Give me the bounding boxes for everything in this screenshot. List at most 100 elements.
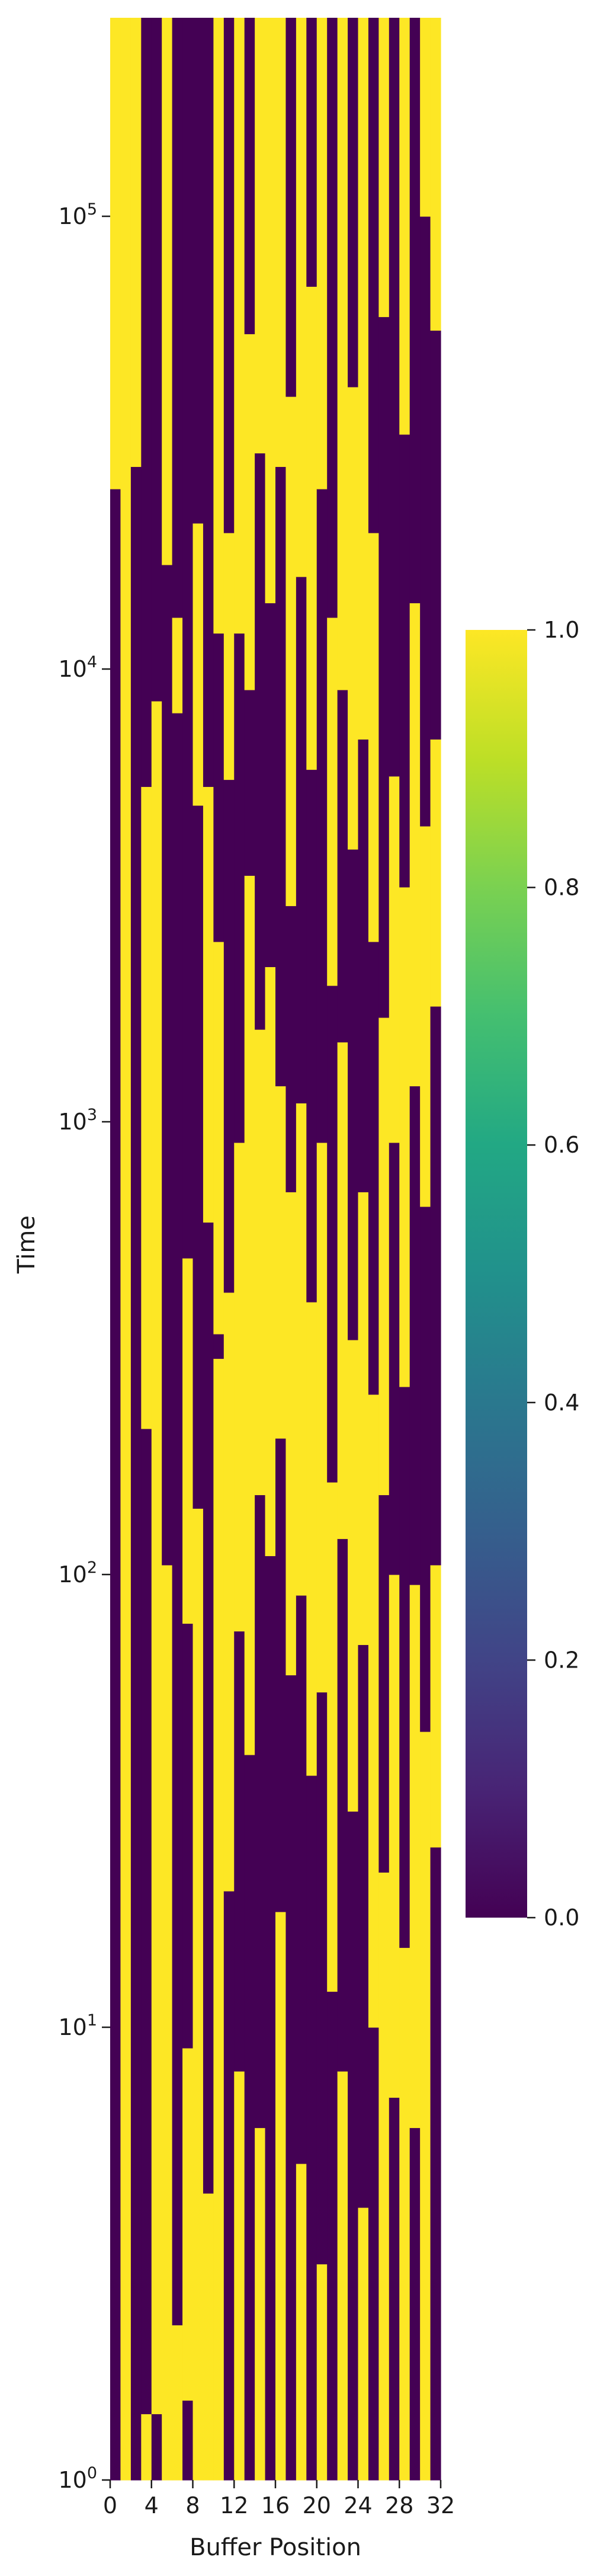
heatmap-cell-run bbox=[285, 396, 297, 907]
heatmap-cell-run bbox=[348, 1811, 359, 2481]
heatmap-cell-run bbox=[389, 18, 400, 777]
x-tick-label: 24 bbox=[344, 2492, 372, 2519]
heatmap-cell-run bbox=[255, 1495, 266, 2129]
heatmap-cell-run bbox=[172, 713, 183, 2325]
heatmap-cell-run bbox=[430, 18, 441, 331]
heatmap-cell-run bbox=[348, 1339, 359, 1812]
heatmap-cell-run bbox=[306, 769, 317, 1303]
heatmap-cell-run bbox=[255, 18, 266, 454]
heatmap-cell-run bbox=[306, 286, 317, 770]
y-axis: 100 101 102 103 104 105 bbox=[58, 200, 110, 2493]
heatmap-cell-run bbox=[275, 1911, 287, 2481]
heatmap-cell-run bbox=[389, 1142, 400, 1575]
heatmap-cell-run bbox=[378, 1495, 390, 1873]
heatmap-cell-run bbox=[182, 1257, 194, 1624]
heatmap-cell-run bbox=[172, 617, 183, 713]
heatmap-cell-run bbox=[358, 18, 369, 740]
heatmap-cell-run bbox=[409, 2127, 421, 2481]
heatmap-cell-run bbox=[306, 1775, 317, 2481]
heatmap-cell-run bbox=[203, 1222, 214, 2194]
heatmap-cell-run bbox=[141, 786, 152, 1429]
heatmap-cell-run bbox=[409, 18, 421, 603]
heatmap-cell-run bbox=[255, 1029, 266, 1496]
y-tick-label: 102 bbox=[58, 1559, 97, 1588]
heatmap-cell-run bbox=[399, 1947, 410, 2481]
heatmap-cell-run bbox=[285, 18, 297, 397]
heatmap-cell-run bbox=[213, 18, 224, 634]
x-axis: 0 4 8 12 16 20 24 28 32 bbox=[103, 2480, 455, 2519]
heatmap-cell-run bbox=[141, 2414, 152, 2481]
x-axis-label: Buffer Position bbox=[190, 2534, 361, 2561]
heatmap-cell-run bbox=[234, 18, 245, 634]
heatmap-cell-run bbox=[244, 334, 255, 690]
heatmap-cell-run bbox=[358, 739, 369, 1192]
y-tick-label: 104 bbox=[58, 653, 97, 682]
heatmap-cell-run bbox=[192, 805, 204, 1509]
heatmap-cell-run bbox=[337, 1538, 348, 2072]
y-tick-label: 103 bbox=[58, 1106, 97, 1135]
heatmap-cell-run bbox=[192, 523, 204, 806]
colorbar bbox=[466, 630, 527, 1918]
y-tick-label: 105 bbox=[58, 200, 97, 229]
heatmap-cell-run bbox=[141, 18, 152, 787]
x-tick-label: 8 bbox=[185, 2492, 200, 2519]
heatmap-cell-run bbox=[337, 1042, 348, 1540]
y-axis-label: Time bbox=[13, 1215, 40, 1274]
heatmap-cell-run bbox=[182, 18, 194, 1259]
heatmap-cell-run bbox=[378, 1872, 390, 2481]
heatmap-cell-run bbox=[409, 603, 421, 1087]
heatmap-cell-run bbox=[316, 488, 328, 1143]
heatmap-cell-run bbox=[430, 1006, 441, 1566]
heatmap-cell-run bbox=[368, 2027, 379, 2481]
heatmap-cell-run bbox=[203, 786, 214, 1223]
heatmap-cell-run bbox=[110, 488, 121, 2481]
heatmap-cell-run bbox=[389, 776, 400, 1143]
heatmap-cell-run bbox=[420, 18, 431, 217]
heatmap-cell-run bbox=[348, 386, 359, 850]
heatmap-cell-run bbox=[213, 1358, 224, 2481]
heatmap-cell-run bbox=[244, 18, 255, 334]
heatmap-cell-run bbox=[420, 1731, 431, 2481]
heatmap-cell-run bbox=[389, 1575, 400, 2098]
heatmap-cell-run bbox=[162, 18, 173, 565]
colorbar-tick-label: 0.0 bbox=[544, 1905, 579, 1931]
heatmap-cell-run bbox=[265, 1556, 276, 2481]
heatmap-cell-run bbox=[255, 2127, 266, 2481]
x-tick-label: 0 bbox=[103, 2492, 117, 2519]
heatmap-cell-run bbox=[399, 887, 410, 1387]
heatmap-cell-run bbox=[151, 700, 162, 2414]
heatmap-cell-run bbox=[213, 633, 224, 942]
heatmap-cell-run bbox=[378, 316, 390, 1018]
heatmap-cell-run bbox=[420, 216, 431, 827]
heatmap-cell-run bbox=[182, 1623, 194, 2049]
y-tick-label: 100 bbox=[58, 2464, 97, 2493]
heatmap-cell-run bbox=[316, 1142, 328, 1692]
heatmap-cell-run bbox=[316, 18, 328, 489]
colorbar-tick-label: 0.8 bbox=[544, 875, 579, 901]
heatmap-cell-run bbox=[430, 1847, 441, 2481]
heatmap-cell-run bbox=[275, 1438, 287, 1912]
heatmap-cell-run bbox=[265, 967, 276, 1556]
heatmap-cell-run bbox=[172, 2325, 183, 2481]
heatmap-cell-run bbox=[265, 603, 276, 967]
heatmap-cell-run bbox=[203, 2193, 214, 2481]
heatmap-cell-run bbox=[244, 875, 255, 1755]
heatmap-cell-run bbox=[296, 2163, 307, 2481]
heatmap-cell-run bbox=[306, 18, 317, 287]
heatmap-cell-run bbox=[399, 1386, 410, 1948]
heatmap-cell-run bbox=[223, 533, 235, 780]
heatmap-cell-run bbox=[223, 1292, 235, 1892]
heatmap-cell-run bbox=[389, 2097, 400, 2481]
heatmap-cell-run bbox=[182, 2400, 194, 2481]
y-tick-label: 101 bbox=[58, 2011, 97, 2040]
heatmap-cell-run bbox=[399, 18, 410, 435]
heatmap-cell-run bbox=[296, 1595, 307, 2164]
heatmap-cell-run bbox=[192, 1508, 204, 2481]
heatmap-cell-run bbox=[223, 18, 235, 533]
heatmap-cell-run bbox=[378, 1017, 390, 1496]
heatmap-cell-run bbox=[430, 739, 441, 1007]
heatmap-cell-run bbox=[234, 1631, 245, 2072]
heatmap-cell-run bbox=[316, 1692, 328, 2265]
heatmap-cell-run bbox=[430, 330, 441, 740]
heatmap-cell-run bbox=[358, 1644, 369, 2208]
